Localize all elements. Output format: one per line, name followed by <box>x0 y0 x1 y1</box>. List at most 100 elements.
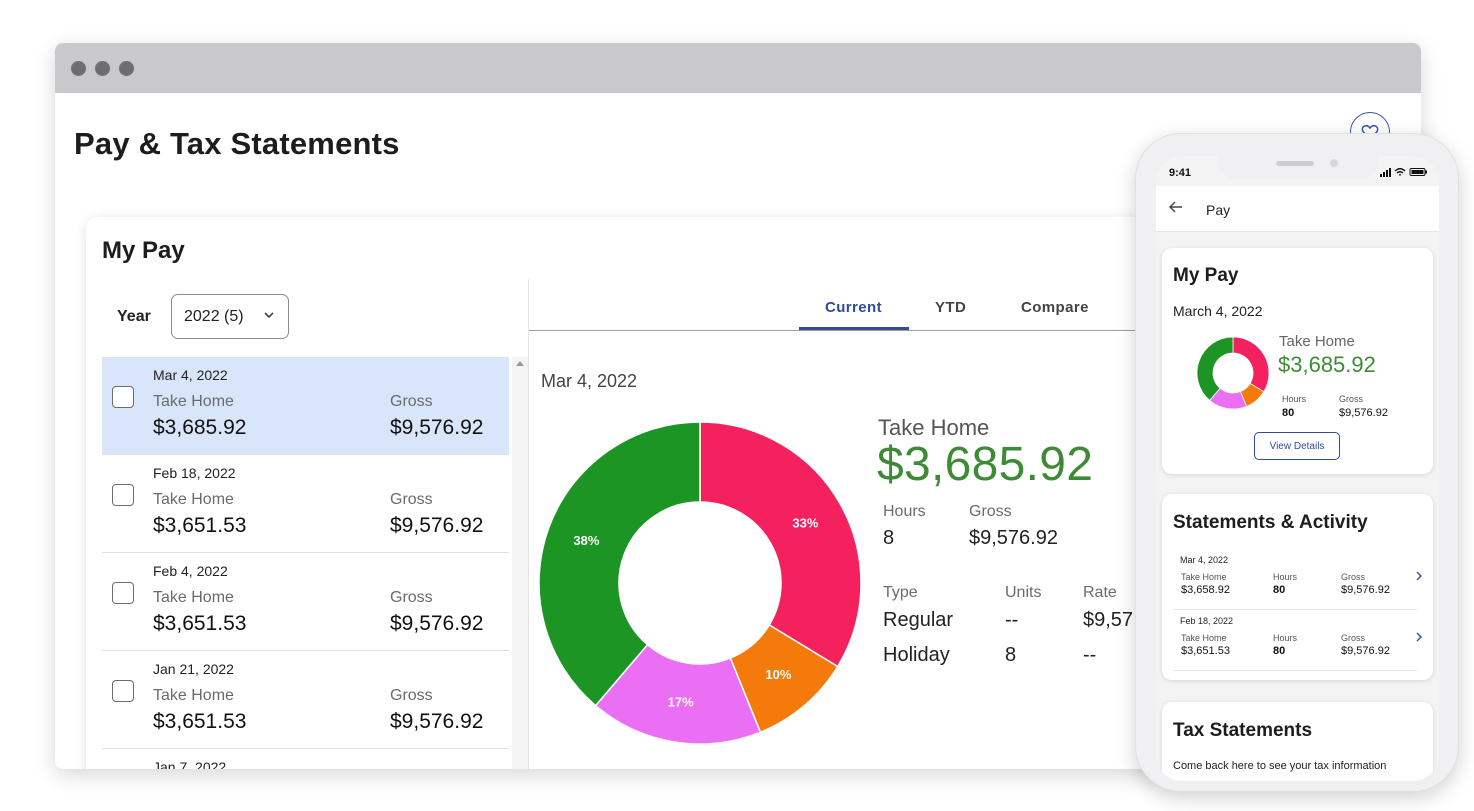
statement-checkbox[interactable] <box>112 680 134 702</box>
take-home-label: Take Home <box>153 393 234 410</box>
statement-row[interactable]: Feb 18, 2022 Take Home $3,651.53 Gross $… <box>102 455 509 553</box>
view-details-button[interactable]: View Details <box>1254 432 1340 460</box>
tab-ytd[interactable]: YTD <box>935 299 967 316</box>
my-pay-card: My Pay Year 2022 (5) Mar 4, 2022 Take Ho… <box>86 217 1189 769</box>
phone-header: Pay <box>1156 186 1439 232</box>
phone-statement-gross-value: $9,576.92 <box>1341 645 1390 657</box>
earnings-rate: -- <box>1083 644 1097 666</box>
take-home-value: $3,651.53 <box>153 612 247 635</box>
phone-tax-card: Tax Statements Come back here to see you… <box>1162 702 1433 781</box>
chevron-right-icon <box>1416 571 1422 581</box>
phone-statement-hours-value: 80 <box>1273 645 1286 657</box>
donut-slice-label-1: 33% <box>792 516 818 531</box>
year-select-value: 2022 (5) <box>184 307 244 325</box>
phone-page-title: Pay <box>1206 202 1231 218</box>
phone-statement-hours-label: Hours <box>1273 572 1298 582</box>
earnings-type: Regular <box>883 609 954 631</box>
heart-icon <box>1361 124 1379 140</box>
earnings-rate-header: Rate <box>1083 584 1117 601</box>
window-titlebar <box>55 43 1421 93</box>
donut-slice-label-4: 38% <box>573 533 599 548</box>
detail-take-home-label: Take Home <box>878 415 990 440</box>
phone-statement-take-home-label: Take Home <box>1181 633 1227 643</box>
phone-my-pay-title: My Pay <box>1173 265 1239 286</box>
detail-gross-value: $9,576.92 <box>969 527 1058 549</box>
phone-statement-date: Mar 4, 2022 <box>1180 555 1229 565</box>
phone-statement-gross-label: Gross <box>1341 633 1366 643</box>
page-title: Pay & Tax Statements <box>74 126 400 161</box>
donut-slice-3 <box>594 643 762 745</box>
scroll-up-arrow-icon[interactable] <box>516 361 524 366</box>
earnings-type: Holiday <box>883 644 950 666</box>
detail-gross-label: Gross <box>969 503 1012 520</box>
gross-value: $9,576.92 <box>390 612 484 635</box>
phone-gross-value: $9,576.92 <box>1339 407 1388 419</box>
speaker-grille <box>1276 161 1314 166</box>
chevron-right-icon <box>1416 632 1422 642</box>
window-minimize-dot[interactable] <box>95 60 110 76</box>
window-close-dot[interactable] <box>71 60 86 76</box>
tab-current[interactable]: Current <box>825 299 882 316</box>
phone-statement-row[interactable]: Mar 4, 2022 Take Home $3,658.92 Hours 80… <box>1173 550 1422 610</box>
phone-statement-hours-label: Hours <box>1273 633 1298 643</box>
phone-take-home-label: Take Home <box>1279 333 1355 350</box>
statements-activity-title: Statements & Activity <box>1173 512 1368 533</box>
my-pay-title: My Pay <box>102 237 185 264</box>
phone-donut-slice-4 <box>1196 336 1234 401</box>
phone-statement-row[interactable]: Feb 18, 2022 Take Home $3,651.53 Hours 8… <box>1173 611 1422 671</box>
take-home-value: $3,685.92 <box>153 416 247 439</box>
earnings-units-header: Units <box>1005 584 1042 601</box>
year-select[interactable]: 2022 (5) <box>171 294 289 339</box>
take-home-value: $3,651.53 <box>153 514 247 537</box>
phone-statement-gross-value: $9,576.92 <box>1341 584 1390 596</box>
statement-row[interactable]: Jan 21, 2022 Take Home $3,651.53 Gross $… <box>102 651 509 749</box>
donut-slice-label-2: 10% <box>765 667 791 682</box>
gross-value: $9,576.92 <box>390 416 484 439</box>
donut-slice-4 <box>538 421 701 707</box>
chevron-down-icon <box>264 312 274 319</box>
phone-screen: 9:41 Pay My Pay March 4, 2022 Take Home <box>1156 156 1439 781</box>
battery-icon <box>1409 168 1427 176</box>
phone-statement-take-home-value: $3,651.53 <box>1181 645 1230 657</box>
gross-label: Gross <box>390 393 433 410</box>
statement-date: Feb 18, 2022 <box>153 465 236 481</box>
phone-statement-date: Feb 18, 2022 <box>1180 616 1234 626</box>
statement-date: Mar 4, 2022 <box>153 367 228 383</box>
phone-gross-label: Gross <box>1339 394 1364 404</box>
statement-row[interactable]: Jan 7, 2022 <box>102 749 509 769</box>
gross-value: $9,576.92 <box>390 710 484 733</box>
phone-statement-gross-label: Gross <box>1341 572 1366 582</box>
window-maximize-dot[interactable] <box>119 60 134 76</box>
wifi-icon <box>1394 168 1406 176</box>
gross-label: Gross <box>390 491 433 508</box>
statement-row[interactable]: Feb 4, 2022 Take Home $3,651.53 Gross $9… <box>102 553 509 651</box>
status-icons <box>1380 168 1427 177</box>
detail-tabs: Current YTD Compare <box>529 293 1189 331</box>
arrow-left-icon[interactable] <box>1168 200 1184 214</box>
detail-hours-value: 8 <box>883 527 895 549</box>
statement-checkbox[interactable] <box>112 386 134 408</box>
statement-date: Jan 21, 2022 <box>153 661 234 677</box>
statement-list: Mar 4, 2022 Take Home $3,685.92 Gross $9… <box>102 357 509 769</box>
panel-divider <box>528 279 529 769</box>
statement-date: Jan 7, 2022 <box>153 759 227 769</box>
statement-row[interactable]: Mar 4, 2022 Take Home $3,685.92 Gross $9… <box>102 357 509 455</box>
phone-hours-label: Hours <box>1282 394 1307 404</box>
statement-checkbox[interactable] <box>112 484 134 506</box>
statement-list-scrollbar[interactable] <box>512 357 529 769</box>
tax-statements-title: Tax Statements <box>1173 720 1313 741</box>
earnings-rate: $9,57 <box>1083 609 1134 631</box>
phone-device: 9:41 Pay My Pay March 4, 2022 Take Home <box>1135 133 1459 792</box>
tab-compare[interactable]: Compare <box>1021 299 1089 316</box>
phone-statements-card: Statements & Activity Mar 4, 2022 Take H… <box>1162 494 1433 680</box>
gross-label: Gross <box>390 589 433 606</box>
phone-my-pay-card: My Pay March 4, 2022 Take Home $3,685.92… <box>1162 248 1433 474</box>
statement-checkbox[interactable] <box>112 582 134 604</box>
signal-icon <box>1380 168 1391 177</box>
detail-hours-label: Hours <box>883 503 926 520</box>
phone-take-home-value: $3,685.92 <box>1278 352 1376 377</box>
donut-slice-1 <box>699 421 862 668</box>
phone-notch <box>1218 156 1378 179</box>
earnings-units: -- <box>1005 609 1019 631</box>
take-home-label: Take Home <box>153 589 234 606</box>
